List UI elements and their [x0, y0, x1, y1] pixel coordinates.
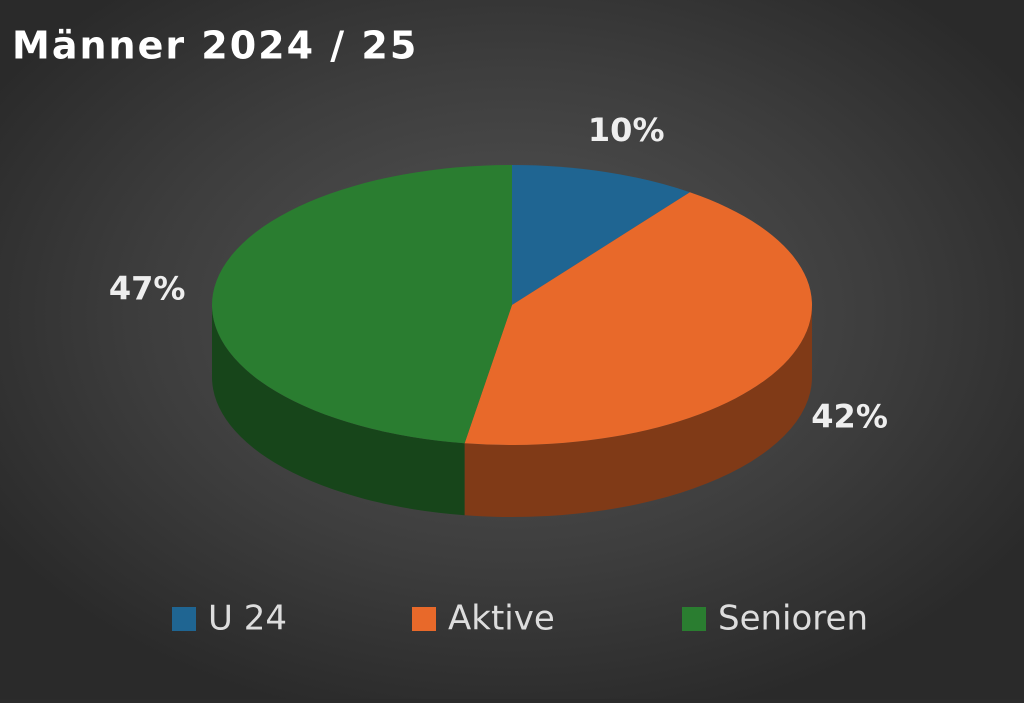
pie-slice: [512, 165, 690, 305]
legend-label: Senioren: [718, 599, 868, 639]
pie-side: [464, 305, 812, 517]
legend-swatch: [172, 607, 196, 631]
pie-side: [212, 305, 465, 516]
legend-swatch: [412, 607, 436, 631]
legend-label: U 24: [208, 599, 287, 639]
data-label: 42%: [811, 398, 888, 436]
data-label: 47%: [109, 270, 186, 308]
legend-swatch: [682, 607, 706, 631]
pie-slice: [464, 192, 812, 446]
data-label: 10%: [588, 111, 665, 149]
pie-slice: [212, 165, 512, 444]
chart-title: Männer 2024 / 25: [12, 24, 418, 68]
legend-label: Aktive: [448, 599, 555, 639]
